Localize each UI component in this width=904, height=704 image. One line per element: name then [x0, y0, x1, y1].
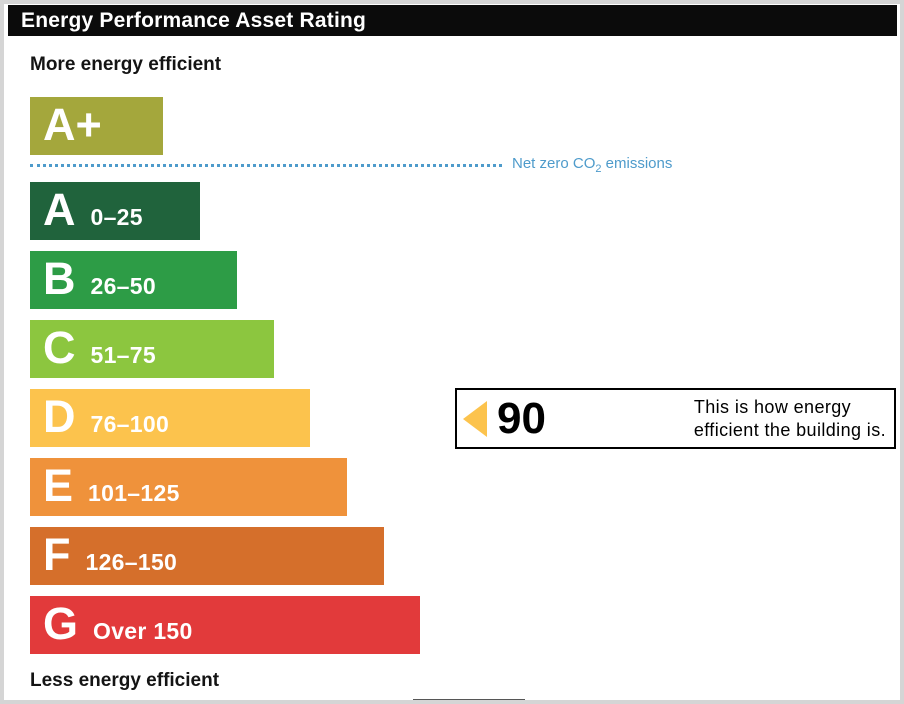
- section-title: Energy Performance Asset Rating: [21, 9, 367, 32]
- band-range: Over 150: [93, 618, 193, 644]
- band-range: 26–50: [90, 273, 156, 299]
- current-rating-box: 90 This is how energy efficient the buil…: [455, 388, 896, 449]
- less-efficient-label: Less energy efficient: [30, 670, 220, 691]
- rating-description-line1: This is how energy: [693, 397, 852, 417]
- band-g: G Over 150: [30, 596, 420, 654]
- rating-description-line2: efficient the building is.: [693, 419, 886, 440]
- net-zero-text-pre: Net zero CO: [512, 155, 596, 172]
- band-range: 76–100: [90, 411, 170, 437]
- more-efficient-label: More energy efficient: [30, 54, 222, 75]
- band-letter: B: [43, 253, 76, 304]
- net-zero-text-post: emissions: [601, 155, 673, 172]
- rating-description: This is how energy efficient the buildin…: [694, 396, 886, 441]
- band-letter: A+: [43, 99, 102, 150]
- band-d: D 76–100: [30, 389, 310, 447]
- band-letter: G: [43, 598, 79, 649]
- net-zero-dotted-line: [30, 163, 502, 167]
- band-f: F 126–150: [30, 527, 384, 585]
- band-letter: F: [43, 529, 71, 580]
- band-range: 0–25: [90, 204, 143, 230]
- band-a: A 0–25: [30, 182, 200, 240]
- band-letter: A: [43, 184, 76, 235]
- rating-value: 90: [497, 393, 546, 443]
- net-zero-subscript: 2: [595, 163, 602, 175]
- band-e: E 101–125: [30, 458, 347, 516]
- band-range: 126–150: [85, 549, 178, 575]
- net-zero-line: Net zero CO2 emissions: [30, 155, 672, 175]
- band-letter: D: [43, 391, 76, 442]
- band-b: B 26–50: [30, 251, 237, 309]
- band-range: 101–125: [88, 480, 180, 506]
- rating-arrow-icon: [463, 400, 487, 437]
- band-letter: C: [43, 322, 76, 373]
- band-range: 51–75: [90, 342, 156, 368]
- band-c: C 51–75: [30, 320, 274, 378]
- cropped-next-section: [413, 699, 525, 700]
- band-letter: E: [43, 460, 74, 511]
- band-a-plus: A+: [30, 97, 163, 155]
- net-zero-label: Net zero CO2 emissions: [512, 155, 672, 175]
- section-header: Energy Performance Asset Rating: [8, 5, 897, 36]
